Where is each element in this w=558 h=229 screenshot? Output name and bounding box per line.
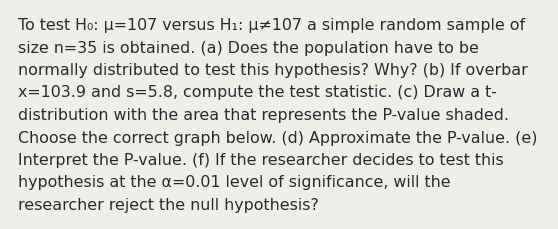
Text: hypothesis at the α=0.01 level of significance, will the: hypothesis at the α=0.01 level of signif… — [18, 175, 451, 190]
Text: distribution with the area that represents the P-value shaded.: distribution with the area that represen… — [18, 108, 509, 123]
Text: Interpret the P-value. (f) If the researcher decides to test this: Interpret the P-value. (f) If the resear… — [18, 152, 504, 167]
Text: To test H₀: μ=107 versus H₁: μ≠107 a simple random sample of: To test H₀: μ=107 versus H₁: μ≠107 a sim… — [18, 18, 525, 33]
Text: normally distributed to test this hypothesis? Why? (b) If overbar: normally distributed to test this hypoth… — [18, 63, 528, 78]
Text: x=103.9 and s=5.8, compute the test statistic. (c) Draw a t-: x=103.9 and s=5.8, compute the test stat… — [18, 85, 497, 100]
Text: size n=35 is obtained. (a) Does the population have to be: size n=35 is obtained. (a) Does the popu… — [18, 40, 479, 55]
Text: researcher reject the null hypothesis?: researcher reject the null hypothesis? — [18, 197, 319, 212]
Text: Choose the correct graph below. (d) Approximate the P-value. (e): Choose the correct graph below. (d) Appr… — [18, 130, 537, 145]
